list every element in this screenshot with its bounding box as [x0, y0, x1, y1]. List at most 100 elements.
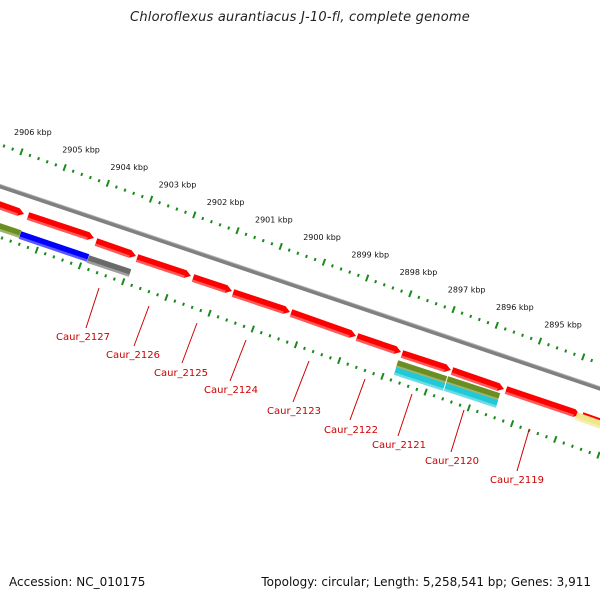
gene-label[interactable]: Caur_2119: [490, 475, 544, 486]
gene-block[interactable]: [445, 376, 501, 401]
inner-dot: [579, 447, 583, 452]
scale-dot: [244, 232, 248, 237]
inner-dot: [104, 274, 108, 278]
inner-dot: [190, 305, 194, 310]
scale-dot: [443, 305, 447, 309]
inner-dot: [475, 409, 479, 414]
scale-label: 2906 kbp: [14, 128, 52, 137]
gene-block[interactable]: [574, 412, 600, 432]
scale-dot: [175, 207, 179, 211]
scale-dot: [426, 298, 429, 303]
gene-label-line: [85, 287, 100, 329]
inner-dot: [112, 277, 116, 281]
inner-dot: [95, 270, 99, 275]
gene-block[interactable]: [86, 255, 132, 277]
gene-label-line: [397, 393, 413, 437]
inner-dot: [216, 315, 220, 319]
inner-major-tick: [250, 325, 255, 333]
inner-dot: [0, 236, 4, 240]
scale-label: 2902 kbp: [207, 198, 245, 207]
gene-block[interactable]: [443, 383, 499, 408]
scale-major-tick: [105, 179, 111, 188]
scale-dot: [529, 336, 533, 341]
gene-arrow[interactable]: [289, 309, 356, 338]
inner-major-tick: [34, 246, 39, 254]
gene-block[interactable]: [395, 360, 448, 384]
genome-summary-text: Topology: circular; Length: 5,258,541 bp…: [261, 575, 591, 589]
inner-dot: [372, 371, 376, 376]
scale-labels: 2906 kbp 2905 kbp 2904 kbp 2903 kbp 2902 kbp…: [14, 128, 582, 330]
gene-label[interactable]: Caur_2124: [204, 385, 258, 396]
scale-dot: [209, 219, 213, 224]
gene-label-line: [349, 378, 366, 421]
scale-major-tick: [278, 242, 283, 251]
gene-arrow[interactable]: [94, 238, 136, 258]
inner-major-tick: [337, 356, 342, 365]
gene-label[interactable]: Caur_2125: [154, 368, 208, 379]
gene-label[interactable]: Caur_2127: [56, 332, 110, 343]
scale-dot: [503, 327, 507, 331]
scale-dot: [391, 286, 395, 290]
gene-arrow[interactable]: [504, 386, 580, 417]
scale-label: 2905 kbp: [62, 146, 100, 155]
inner-dot: [432, 393, 436, 398]
inner-dot: [86, 267, 90, 272]
scale-dot: [97, 178, 101, 183]
inner-dot: [173, 299, 177, 303]
scale-dot: [477, 317, 481, 322]
scale-dot: [339, 267, 343, 271]
inner-dot: [449, 400, 453, 404]
gene-arrow[interactable]: [135, 254, 191, 278]
inner-dot: [363, 368, 367, 373]
gene-arrow[interactable]: [450, 367, 504, 391]
gene-label[interactable]: Caur_2120: [425, 456, 479, 467]
inner-dot: [493, 416, 497, 420]
scale-dot: [400, 289, 403, 293]
scale-dot: [564, 349, 568, 353]
scale-dot: [2, 144, 6, 148]
inner-major-tick: [553, 435, 558, 444]
scale-major-tick: [494, 321, 499, 329]
backbone-line: [0, 184, 600, 391]
inner-dot: [346, 362, 350, 366]
inner-dot: [311, 349, 315, 354]
inner-dot: [43, 252, 47, 256]
inner-dot: [52, 255, 56, 259]
gene-block[interactable]: [393, 367, 446, 391]
gene-block[interactable]: [0, 220, 22, 238]
scale-dot: [547, 342, 550, 347]
scale-dots-inner: [0, 236, 600, 459]
scale-dot: [218, 223, 222, 227]
gene-arrow[interactable]: [26, 212, 94, 240]
gene-label[interactable]: Caur_2122: [324, 425, 378, 436]
scale-label: 2899 kbp: [351, 251, 389, 260]
inner-dot: [354, 365, 358, 370]
scale-dot: [253, 235, 257, 240]
gene-label[interactable]: Caur_2126: [106, 350, 160, 361]
gene-arrow[interactable]: [400, 350, 451, 372]
inner-dot: [285, 340, 289, 344]
gene-track[interactable]: [0, 198, 600, 432]
gene-label[interactable]: Caur_2121: [372, 440, 426, 451]
inner-dot: [9, 239, 13, 243]
gene-block[interactable]: [18, 231, 90, 262]
gene-arrow[interactable]: [231, 289, 290, 314]
scale-dot: [305, 254, 308, 259]
inner-dot: [458, 403, 462, 407]
inner-dot: [268, 334, 272, 338]
gene-arrow[interactable]: [191, 274, 232, 293]
gene-arrow[interactable]: [0, 198, 24, 216]
gene-label[interactable]: Caur_2123: [267, 406, 321, 417]
inner-dot: [570, 444, 574, 448]
scale-label: 2903 kbp: [159, 181, 197, 190]
inner-dot: [398, 381, 401, 385]
gene-labels[interactable]: Caur_2127 Caur_2126 Caur_2125 Caur_2124 Caur…: [56, 332, 544, 486]
scale-dot: [123, 188, 127, 192]
scale-major-tick: [235, 227, 240, 235]
gene-arrow[interactable]: [355, 333, 401, 354]
gene-label-line: [133, 305, 150, 347]
scale-label: 2901 kbp: [255, 216, 293, 225]
scale-dot: [382, 283, 386, 287]
